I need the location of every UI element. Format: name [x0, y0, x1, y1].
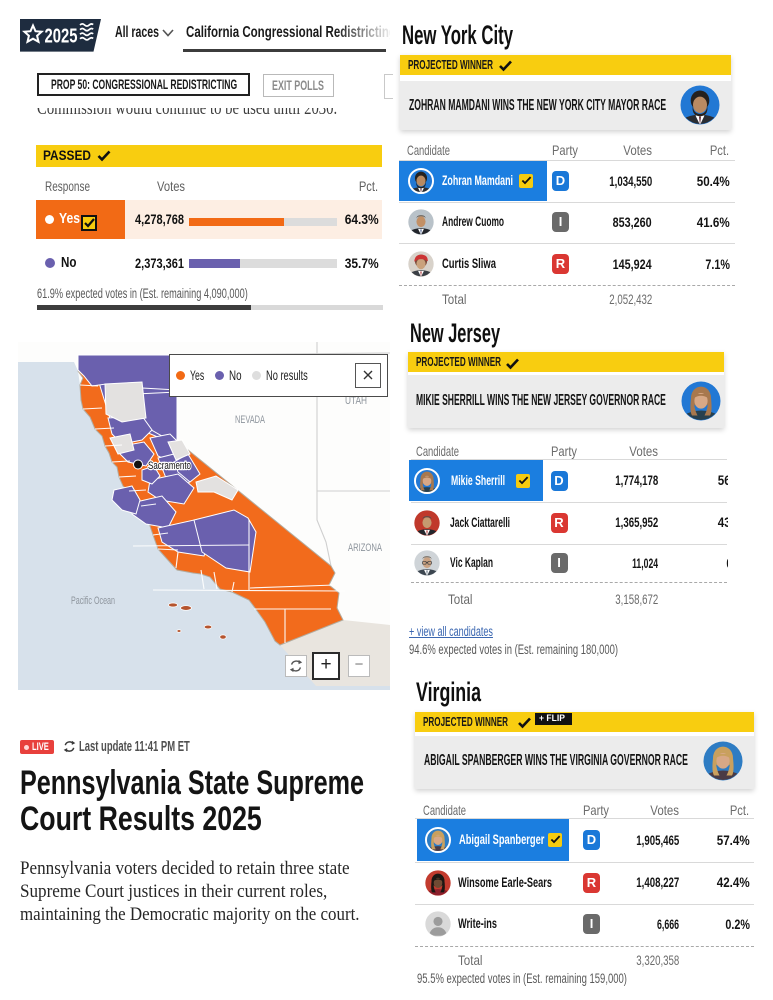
- svg-text:ARIZONA: ARIZONA: [348, 542, 382, 554]
- svg-text:Pacific Ocean: Pacific Ocean: [71, 595, 115, 607]
- svg-text:2025: 2025: [44, 26, 77, 48]
- svg-text:UTAH: UTAH: [345, 395, 367, 407]
- svg-text:NEVADA: NEVADA: [235, 414, 265, 426]
- svg-text:Sacramento: Sacramento: [148, 460, 191, 472]
